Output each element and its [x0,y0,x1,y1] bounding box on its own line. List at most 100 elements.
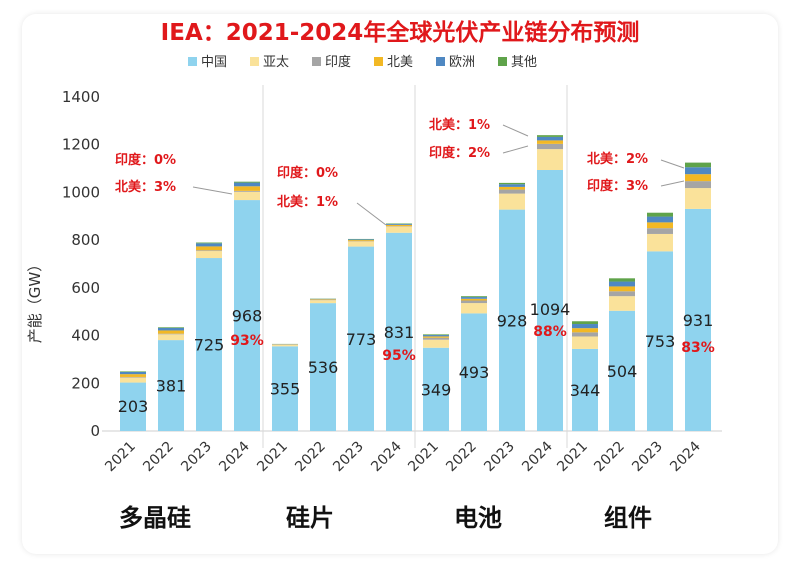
bar-3-1-seg-2 [609,286,635,292]
group-dividers [262,85,568,448]
legend-label-2: 印度 [325,54,351,70]
legend-label-0: 中国 [201,55,227,70]
bar-2-3-seg-3 [537,136,563,141]
group-name-2: 电池 [454,504,502,532]
value-label-2-2: 928 [497,311,528,330]
x-tick-2-1: 2022 [443,439,480,476]
bar-0-3-china [234,200,260,431]
china-share-1: 95% [382,348,416,364]
bar-3-1-seg-1 [609,291,635,297]
x-tick-2-0: 2021 [405,439,442,476]
y-tick-label-4: 800 [71,231,100,249]
legend-swatch-1 [250,57,259,66]
y-tick-label-5: 1000 [62,183,100,201]
bar-3-3-seg-4 [685,162,711,168]
bar-2-2-seg-1 [499,189,525,194]
bar-1-3-seg-3 [386,223,412,225]
bar-0-2-seg-2 [196,246,222,251]
legend-label-4: 欧洲 [449,55,475,70]
bar-0-2-seg-1 [196,250,222,252]
bar-1-2-china [348,246,374,431]
bar-0-0-seg-3 [120,371,146,375]
value-label-2-0: 349 [421,380,452,399]
annotation-leader-2-1 [502,145,529,154]
bar-2-0-seg-0 [423,339,449,348]
x-tick-1-2: 2023 [330,439,367,476]
y-tick-label-1: 200 [71,374,100,392]
bar-2-0-seg-4 [423,334,449,336]
annotation-leader-2-0 [502,124,529,137]
china-share-2: 88% [533,324,567,340]
x-tick-2-3: 2024 [519,438,556,475]
bar-2-2-seg-0 [499,193,525,210]
bar-2-0-seg-2 [423,336,449,338]
y-tick-label-3: 600 [71,279,100,297]
value-label-1-3: 831 [384,323,415,342]
bar-3-1-seg-0 [609,296,635,311]
x-tick-3-3: 2024 [667,438,704,475]
bar-1-0-china [272,346,298,431]
y-tick-label-6: 1200 [62,136,100,154]
bar-1-3-china [386,232,412,431]
bar-2-3-seg-4 [537,135,563,137]
bar-3-2-seg-1 [647,228,673,234]
bar-3-2-china [647,251,673,431]
annotation-1-0: 印度：0% [277,165,338,181]
group-name-3: 组件 [604,504,652,532]
annotation-2-1: 印度：2% [429,145,490,161]
bar-0-3-seg-2 [234,186,260,191]
x-tick-0-1: 2022 [140,439,177,476]
bar-2-2-seg-2 [499,186,525,190]
bar-3-0-seg-2 [572,328,598,333]
bar-1-3-seg-0 [386,226,412,233]
bar-3-3-china [685,208,711,431]
bar-3-0-seg-1 [572,332,598,337]
bar-3-0-seg-3 [572,324,598,329]
bar-0-0-china [120,382,146,431]
annotation-1-1: 北美：1% [277,194,338,210]
bar-3-2-seg-0 [647,233,673,252]
legend: 中国 亚太 印度 北美 欧洲 其他 [188,54,537,70]
bar-2-0-china [423,347,449,431]
bar-3-0-seg-4 [572,321,598,325]
bar-1-2-seg-3 [348,239,374,241]
annotation-leader-3-1 [660,180,685,187]
value-label-1-0: 355 [270,380,301,399]
x-tick-3-0: 2021 [554,439,591,476]
bar-0-2-china [196,258,222,431]
bar-2-1-seg-1 [461,300,487,304]
legend-swatch-5 [498,57,507,66]
bar-1-0-seg-0 [272,344,298,347]
value-label-3-3: 931 [683,311,714,330]
annotation-0-1: 北美：3% [115,179,176,195]
annotation-3-0: 北美：2% [587,151,648,167]
x-tick-1-1: 2022 [292,439,329,476]
china-share-0: 93% [230,333,264,349]
y-axis: 0 200 400 600 800 1000 1200 1400 [62,88,722,440]
annotation-leader-0-1 [192,186,233,195]
bar-1-2-seg-2 [348,240,374,242]
x-tick-3-1: 2022 [591,439,628,476]
bar-2-2-seg-4 [499,182,525,185]
bar-3-2-seg-3 [647,216,673,223]
group-name-0: 多晶硅 [119,504,191,532]
value-label-3-2: 753 [645,332,676,351]
bar-0-3-seg-3 [234,182,260,187]
bar-3-3-seg-1 [685,181,711,189]
x-tick-3-2: 2023 [629,439,666,476]
value-label-2-1: 493 [459,363,490,382]
bar-1-1-seg-0 [310,300,336,304]
bar-3-0-china [572,348,598,431]
value-label-3-1: 504 [607,362,638,381]
value-label-3-0: 344 [570,381,601,400]
china-share-3: 83% [681,340,715,356]
y-axis-label: 产能（GW） [26,257,44,343]
bar-2-3-seg-2 [537,140,563,144]
chart-title: IEA：2021-2024年全球光伏产业链分布预测 [161,19,640,46]
bar-0-0-seg-1 [120,376,146,378]
bar-3-2-seg-2 [647,222,673,229]
bar-3-3-seg-3 [685,167,711,175]
bar-2-3-seg-1 [537,143,563,150]
bar-0-3-seg-0 [234,191,260,201]
